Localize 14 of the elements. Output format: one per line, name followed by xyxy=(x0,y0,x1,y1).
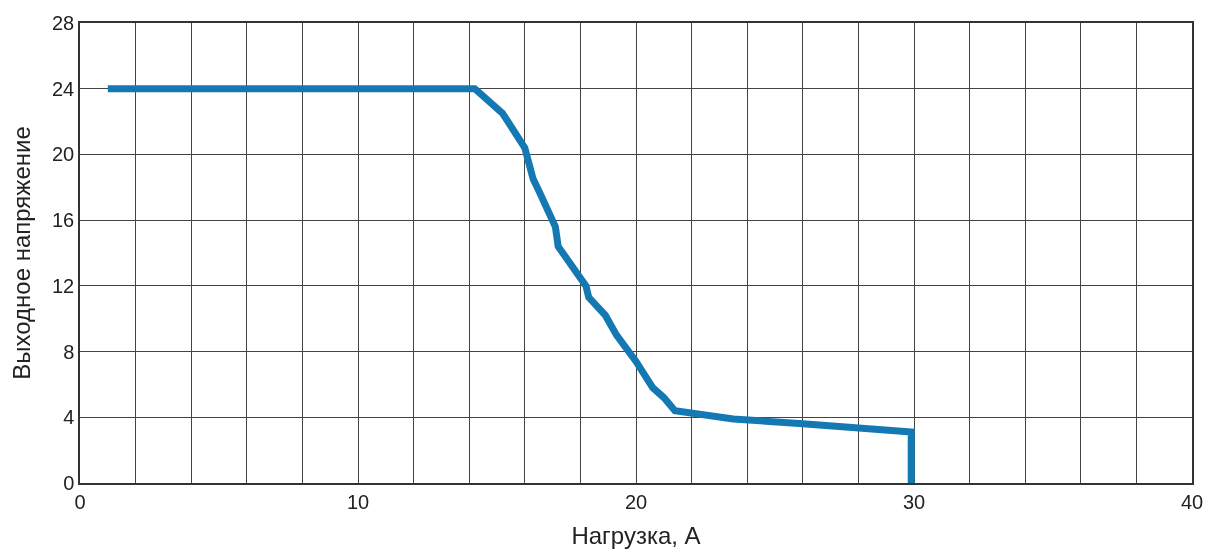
x-axis-title: Нагрузка, А xyxy=(571,521,701,549)
y-tick-label: 12 xyxy=(52,274,75,297)
y-tick-label: 16 xyxy=(52,209,75,232)
y-tick-label: 0 xyxy=(63,472,75,494)
x-tick-label: 20 xyxy=(624,490,648,513)
x-tick-label: 30 xyxy=(902,490,926,513)
y-tick-label: 20 xyxy=(52,143,75,166)
x-tick-label: 40 xyxy=(1180,490,1204,513)
y-tick-label: 24 xyxy=(52,77,75,100)
y-axis-title: Выходное напряжение xyxy=(7,126,35,380)
y-tick-label: 28 xyxy=(52,12,75,34)
x-tick-label: 10 xyxy=(346,490,370,513)
y-tick-label: 8 xyxy=(63,340,75,363)
y-tick-label: 4 xyxy=(63,406,75,429)
